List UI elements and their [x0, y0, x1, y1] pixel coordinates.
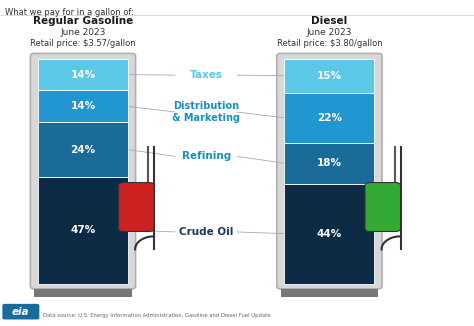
Text: eia: eia — [12, 307, 29, 317]
Bar — [34, 289, 132, 297]
Bar — [38, 122, 128, 177]
Text: 15%: 15% — [317, 71, 342, 81]
FancyBboxPatch shape — [118, 183, 154, 231]
Text: 14%: 14% — [70, 69, 96, 80]
Bar — [281, 289, 378, 297]
Text: Retail price: $3.57/gallon: Retail price: $3.57/gallon — [30, 38, 136, 48]
Text: June 2023: June 2023 — [60, 28, 106, 37]
Bar — [38, 59, 128, 91]
Text: Distribution
& Marketing: Distribution & Marketing — [172, 101, 240, 123]
FancyBboxPatch shape — [30, 53, 136, 289]
Bar — [284, 143, 374, 184]
FancyBboxPatch shape — [365, 183, 401, 231]
Text: Taxes: Taxes — [190, 70, 223, 80]
Text: What we pay for in a gallon of:: What we pay for in a gallon of: — [5, 8, 134, 17]
Text: Retail price: $3.80/gallon: Retail price: $3.80/gallon — [277, 38, 382, 48]
Text: Data source: U.S. Energy Information Administration, Gasoline and Diesel Fuel Up: Data source: U.S. Energy Information Adm… — [43, 313, 270, 318]
Bar — [38, 91, 128, 122]
Text: 22%: 22% — [317, 113, 342, 123]
Text: Crude Oil: Crude Oil — [179, 227, 233, 237]
Bar — [284, 93, 374, 143]
FancyBboxPatch shape — [277, 53, 382, 289]
Bar — [38, 177, 128, 284]
Text: June 2023: June 2023 — [307, 28, 352, 37]
Text: Regular Gasoline: Regular Gasoline — [33, 16, 133, 26]
Text: 14%: 14% — [70, 101, 96, 111]
Text: Refining: Refining — [182, 151, 231, 161]
Text: Diesel: Diesel — [311, 16, 347, 26]
FancyBboxPatch shape — [2, 304, 39, 319]
Text: 47%: 47% — [70, 225, 96, 235]
Text: 18%: 18% — [317, 158, 342, 168]
Bar — [284, 59, 374, 93]
Text: 44%: 44% — [317, 229, 342, 239]
Text: 24%: 24% — [70, 144, 96, 155]
Bar — [284, 184, 374, 284]
